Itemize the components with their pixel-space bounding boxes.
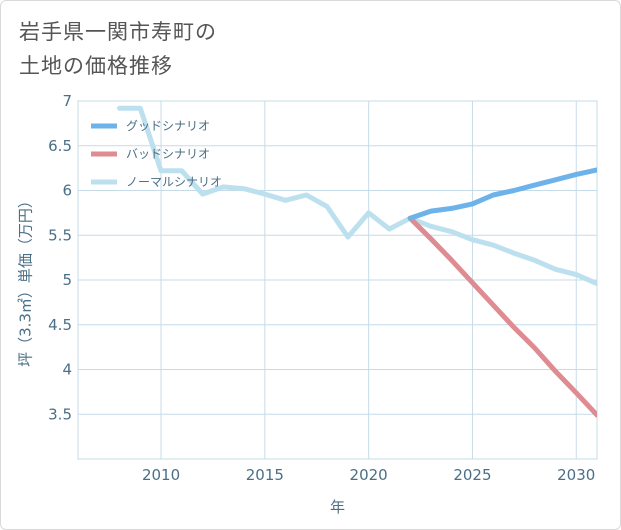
x-tick-label-2030: 2030 xyxy=(557,466,595,484)
legend-label-bad: バッドシナリオ xyxy=(126,147,210,161)
legend-label-normal: ノーマルシナリオ xyxy=(126,175,222,189)
series-lines xyxy=(117,105,597,418)
series-line-normal xyxy=(117,105,597,287)
x-tick-label-2020: 2020 xyxy=(350,466,388,484)
axis-ticks: 2010 2015 2020 2025 2030 3.5 4 4.5 5 5.5 6 6.5 7 xyxy=(48,92,595,484)
y-tick-label-3.5: 3.5 xyxy=(48,405,72,423)
series-line-bad xyxy=(407,215,597,418)
legend-label-good: グッドシナリオ xyxy=(126,119,210,133)
y-tick-label-4.5: 4.5 xyxy=(48,316,72,334)
x-tick-label-2010: 2010 xyxy=(142,466,180,484)
chart-title-line-1: 岩手県一関市寿町の xyxy=(19,20,217,44)
y-tick-label-7: 7 xyxy=(62,92,72,110)
plot-area xyxy=(77,100,598,460)
y-tick-label-5: 5 xyxy=(62,271,72,289)
y-tick-label-4: 4 xyxy=(62,361,72,379)
chart-title-line-2: 土地の価格推移 xyxy=(19,54,173,78)
chart-title: 岩手県一関市寿町の 土地の価格推移 xyxy=(19,15,217,83)
y-axis-label: 坪（3.3㎡）単価（万円） xyxy=(17,193,35,367)
x-axis-label: 年 xyxy=(330,498,345,516)
y-tick-label-6: 6 xyxy=(62,182,72,200)
x-tick-label-2015: 2015 xyxy=(246,466,284,484)
series-line-good xyxy=(407,167,597,221)
y-tick-label-6.5: 6.5 xyxy=(48,137,72,155)
y-tick-label-5.5: 5.5 xyxy=(48,226,72,244)
x-tick-label-2025: 2025 xyxy=(453,466,491,484)
